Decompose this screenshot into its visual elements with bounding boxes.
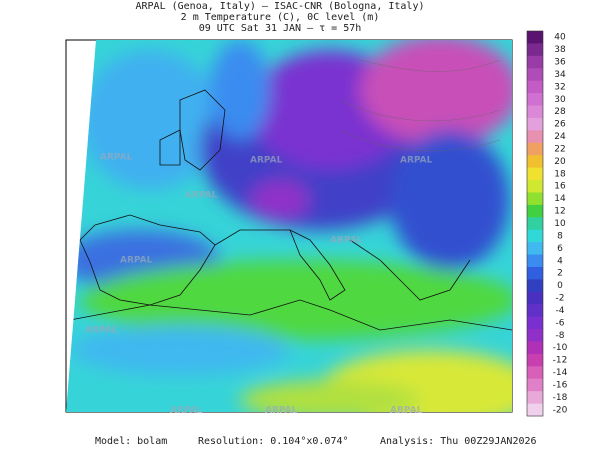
colorbar-label: 34 — [554, 70, 566, 80]
colorbar-label: -18 — [553, 393, 568, 403]
colorbar-label: 28 — [554, 107, 566, 117]
colorbar-label: -8 — [556, 331, 565, 341]
colorbar-label: 36 — [554, 58, 566, 68]
colorbar-swatch — [527, 80, 543, 94]
colorbar-label: 18 — [554, 169, 566, 179]
colorbar-label: 20 — [554, 157, 566, 167]
colorbar-label: 2 — [557, 269, 563, 279]
colorbar-swatch — [527, 180, 543, 193]
colorbar-swatch — [527, 329, 543, 342]
colorbar-label: 12 — [554, 207, 565, 217]
colorbar-label: -6 — [556, 318, 565, 328]
colorbar-swatch — [527, 291, 543, 305]
watermark: ARPAL — [390, 406, 423, 416]
colorbar-label: 14 — [554, 194, 566, 204]
colorbar-label: 40 — [554, 33, 566, 43]
colorbar-label: 4 — [557, 256, 563, 266]
header-line: 09 UTC Sat 31 JAN – τ = 57h — [199, 23, 362, 34]
colorbar-label: 16 — [554, 182, 566, 192]
colorbar-label: 0 — [557, 281, 563, 291]
colorbar-label: 32 — [554, 82, 565, 92]
colorbar-label: 8 — [557, 231, 563, 241]
colorbar-swatch — [527, 403, 543, 417]
colorbar-swatch — [527, 167, 543, 181]
footer-resolution: Resolution: 0.104°x0.074° — [198, 436, 349, 447]
colorbar-swatch — [527, 192, 543, 206]
watermark: ARPAL — [85, 326, 118, 336]
colorbar-label: 24 — [554, 132, 566, 142]
colorbar-swatch — [527, 68, 543, 82]
colorbar-label: -10 — [553, 343, 568, 353]
colorbar-swatch — [527, 31, 543, 44]
header-line: 2 m Temperature (C), 0C level (m) — [181, 12, 380, 23]
colorbar-swatch — [527, 105, 543, 119]
footer-analysis: Analysis: Thu 00Z29JAN2026 — [380, 436, 537, 447]
colorbar-label: -20 — [553, 405, 568, 415]
colorbar-swatch — [527, 142, 543, 156]
colorbar-label: 38 — [554, 45, 566, 55]
colorbar-swatch — [527, 155, 543, 169]
colorbar-swatch — [527, 204, 543, 218]
colorbar-swatch — [527, 242, 543, 256]
colorbar-swatch — [527, 217, 543, 231]
colorbar-label: -16 — [553, 380, 568, 390]
colorbar-swatch — [527, 117, 543, 131]
colorbar-swatch — [527, 130, 543, 144]
colorbar-swatch — [527, 93, 543, 107]
watermark: ARPAL — [100, 153, 133, 163]
watermark: ARPAL — [185, 191, 218, 201]
colorbar-swatch — [527, 254, 543, 268]
colorbar-swatch — [527, 229, 543, 243]
watermark: ARPAL — [400, 156, 433, 166]
colorbar: 4038363432302826242220181614121086420-2-… — [526, 30, 568, 417]
colorbar-swatch — [527, 378, 543, 392]
watermark: ARPAL — [170, 406, 203, 416]
colorbar-swatch — [527, 304, 543, 318]
watermark: ARPAL — [120, 256, 153, 266]
colorbar-swatch — [527, 341, 543, 355]
colorbar-swatch — [527, 366, 543, 380]
colorbar-label: 30 — [554, 95, 566, 105]
watermarks: ARPAL ARPAL ARPAL ARPAL ARPAL ARPAL ARPAL ARPAL… — [85, 153, 433, 416]
colorbar-swatch — [527, 43, 543, 57]
temperature-field — [66, 40, 512, 412]
colorbar-label: 6 — [557, 244, 563, 254]
colorbar-label: -12 — [553, 356, 568, 366]
watermark: ARPAL — [250, 156, 283, 166]
watermark: ARPAL — [330, 236, 363, 246]
colorbar-label: -4 — [556, 306, 565, 316]
colorbar-swatch — [527, 266, 543, 280]
colorbar-frame — [526, 30, 544, 417]
colorbar-label: -14 — [553, 368, 568, 378]
colorbar-label: 22 — [554, 144, 565, 154]
footer-model: Model: bolam — [95, 436, 167, 447]
colorbar-label: 26 — [554, 120, 566, 130]
colorbar-swatch — [527, 55, 543, 69]
colorbar-label: 10 — [554, 219, 566, 229]
colorbar-swatch — [527, 279, 543, 293]
watermark: ARPAL — [265, 406, 298, 416]
colorbar-label: -2 — [556, 294, 565, 304]
header-line: ARPAL (Genoa, Italy) – ISAC-CNR (Bologna… — [136, 1, 425, 12]
colorbar-swatch — [527, 353, 543, 367]
colorbar-swatch — [527, 316, 543, 330]
colorbar-swatch — [527, 391, 543, 405]
